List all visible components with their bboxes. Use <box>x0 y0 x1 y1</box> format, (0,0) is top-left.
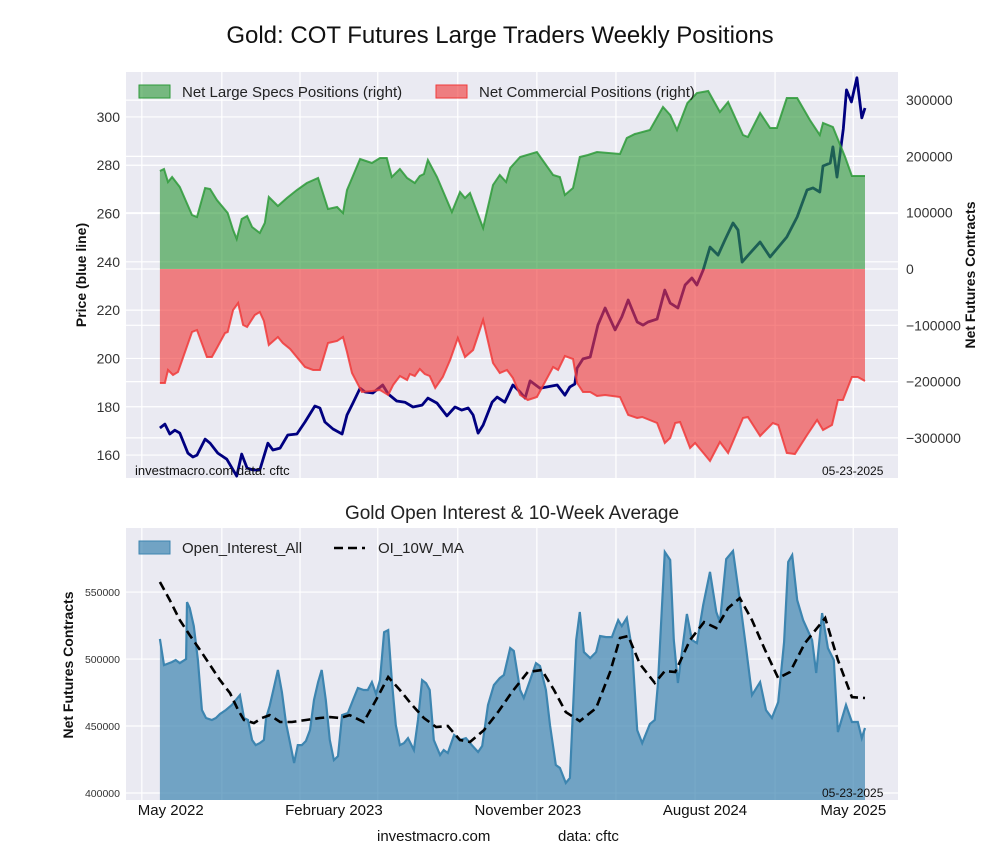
right-y-tick-label: 200000 <box>906 148 953 164</box>
right-y-tick-label: −100000 <box>906 317 961 333</box>
left-y-tick-label: 160 <box>97 447 121 463</box>
open-interest-line <box>158 548 867 786</box>
commercial-area <box>159 269 865 461</box>
right-y-tick-label: −300000 <box>906 430 961 446</box>
left-y-tick-label: 280 <box>97 157 121 173</box>
x-tick-label: November 2023 <box>474 802 581 819</box>
footer-site: investmacro.com <box>377 828 491 845</box>
right-y-axis-label: Net Futures Contracts <box>962 201 978 348</box>
right-y-tick-label: −200000 <box>906 374 961 390</box>
x-tick-label: August 2024 <box>663 802 747 819</box>
open-interest-area <box>159 551 865 800</box>
moving-average-line <box>158 581 866 744</box>
specs-area <box>159 91 865 270</box>
bottom-y-tick-label: 450000 <box>85 721 120 733</box>
chart-title: Gold: COT Futures Large Traders Weekly P… <box>226 22 774 49</box>
bottom-date-label: 05-23-2025 <box>822 786 884 800</box>
left-y-tick-label: 220 <box>97 302 121 318</box>
bottom-y-tick-label: 400000 <box>85 788 120 800</box>
subchart-title: Gold Open Interest & 10-Week Average <box>344 503 680 524</box>
left-y-tick-label: 240 <box>97 254 121 270</box>
right-y-tick-label: 100000 <box>906 205 953 221</box>
right-y-tick-label: 0 <box>906 261 914 277</box>
legend-label-specs: Net Large Specs Positions (right) <box>182 84 402 101</box>
bottom-legend: Open_Interest_All OI_10W_MA <box>138 540 464 557</box>
legend-label-moving-average: OI_10W_MA <box>378 540 464 557</box>
left-y-tick-label: 180 <box>97 399 121 415</box>
left-y-tick-label: 300 <box>97 109 121 125</box>
commercial-line <box>159 300 866 463</box>
footer-source: data: cftc <box>558 828 619 845</box>
left-y-tick-label: 260 <box>97 206 121 222</box>
legend-label-commercial: Net Commercial Positions (right) <box>479 84 695 101</box>
bottom-y-tick-label: 500000 <box>85 654 120 666</box>
specs-line <box>159 89 865 243</box>
legend-swatch-open-interest <box>138 540 171 555</box>
watermark-source: investmacro.com data: cftc <box>135 463 290 478</box>
right-y-tick-label: 300000 <box>906 92 953 108</box>
top-date-label: 05-23-2025 <box>822 464 884 478</box>
left-y-tick-label: 200 <box>97 350 121 366</box>
bottom-y-tick-label: 550000 <box>85 587 120 599</box>
x-tick-label: May 2022 <box>138 802 204 819</box>
legend-swatch-specs <box>138 84 171 99</box>
legend-label-open-interest: Open_Interest_All <box>182 540 302 557</box>
bottom-y-axis-label: Net Futures Contracts <box>60 591 76 738</box>
legend-swatch-commercial <box>435 84 468 99</box>
x-tick-label: May 2025 <box>820 802 886 819</box>
x-tick-label: February 2023 <box>285 802 383 819</box>
top-legend: Net Large Specs Positions (right) Net Com… <box>138 84 695 101</box>
left-y-axis-label: Price (blue line) <box>73 223 89 327</box>
